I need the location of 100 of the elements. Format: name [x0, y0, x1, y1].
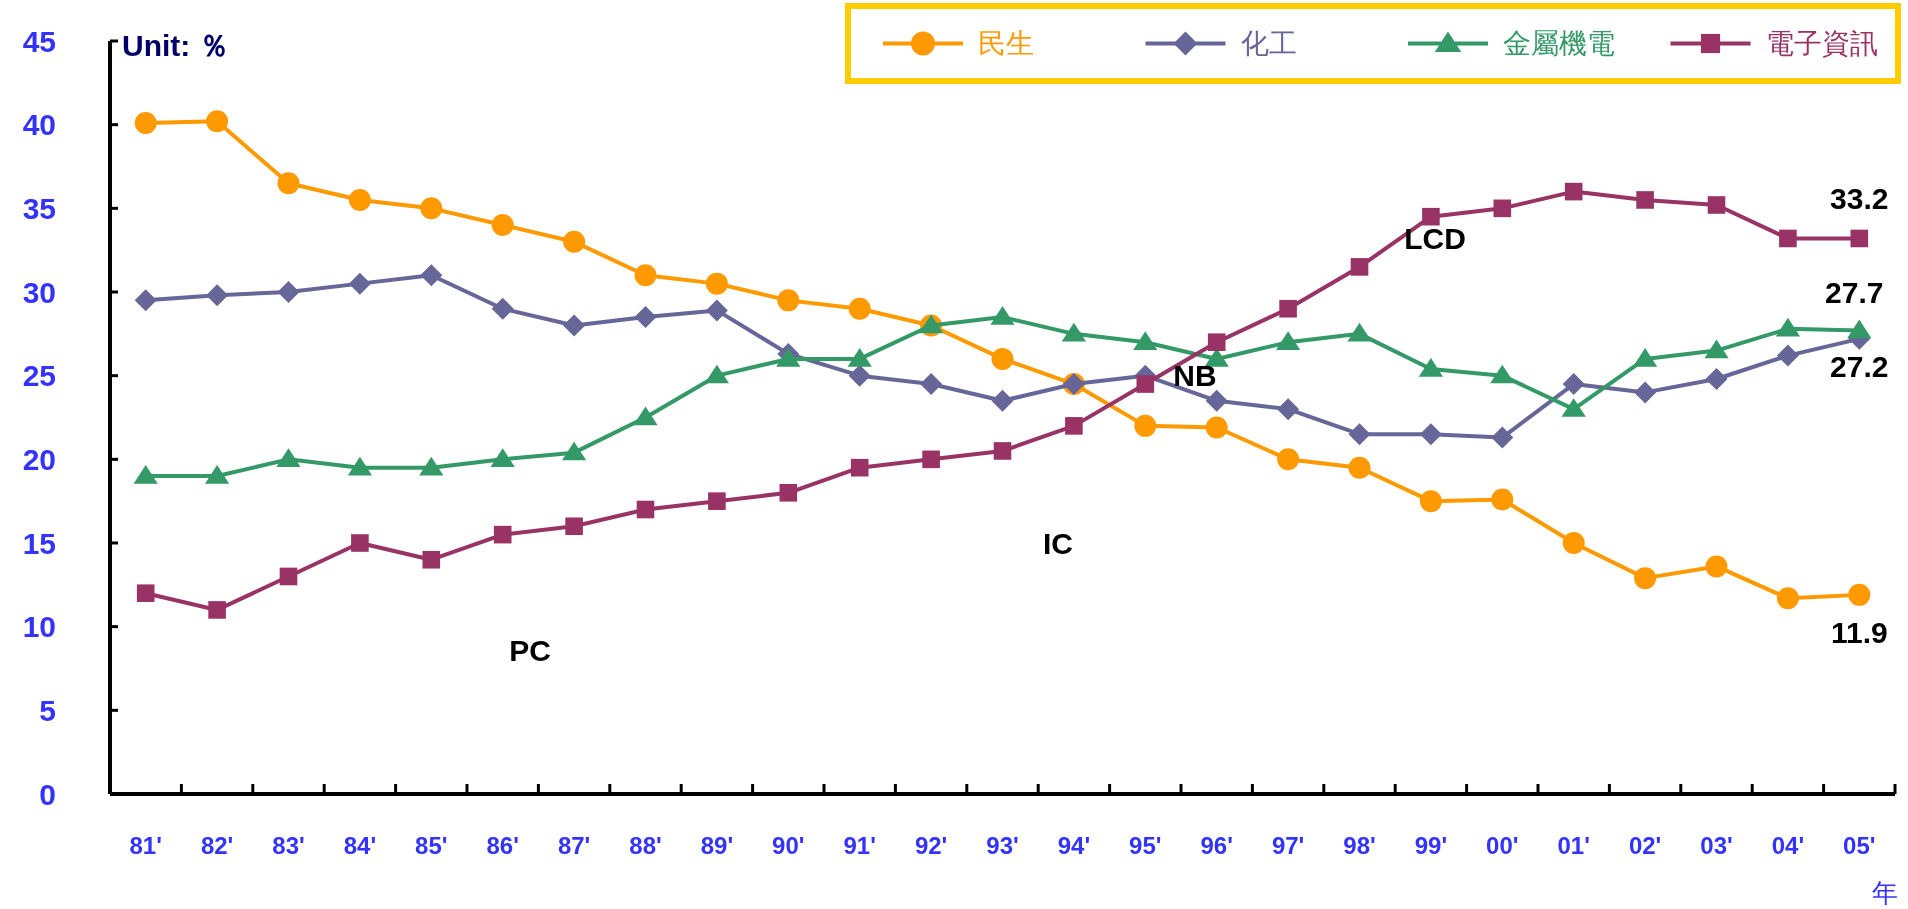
point — [136, 584, 155, 602]
point — [490, 448, 515, 468]
point — [1279, 299, 1297, 318]
x-tick-label: 01' — [1557, 831, 1590, 859]
point — [563, 230, 586, 253]
legend-label: 民生 — [978, 28, 1034, 59]
point — [1350, 258, 1369, 276]
point — [779, 484, 798, 502]
point — [848, 364, 871, 387]
point — [1134, 414, 1157, 437]
data-label: 11.9 — [1830, 616, 1888, 650]
x-tick-label: 82' — [200, 831, 234, 859]
point — [1704, 339, 1729, 359]
point — [705, 272, 728, 295]
point — [1847, 319, 1872, 339]
point — [1775, 317, 1800, 337]
x-tick-label: 91' — [843, 831, 876, 859]
point — [1776, 344, 1799, 367]
point — [847, 347, 872, 367]
point — [133, 465, 158, 484]
x-tick-label: 92' — [914, 831, 948, 859]
point — [1491, 488, 1514, 511]
point — [920, 373, 943, 396]
x-axis-title: 年 — [1872, 878, 1898, 908]
point — [206, 110, 229, 133]
point — [1061, 322, 1086, 342]
point — [850, 458, 869, 477]
point — [1065, 417, 1083, 435]
data-label: 33.2 — [1830, 181, 1889, 215]
data-label: 27.7 — [1825, 275, 1884, 309]
x-tick-label: 98' — [1343, 831, 1376, 859]
point — [419, 456, 444, 476]
annotation: Unit: ％ — [122, 28, 229, 62]
point — [991, 347, 1014, 370]
point — [1562, 373, 1585, 396]
point — [922, 450, 940, 469]
y-tick-label: 30 — [22, 275, 56, 309]
point — [206, 284, 229, 307]
point — [1418, 357, 1443, 377]
annotation: PC — [509, 633, 551, 667]
x-tick-label: 87' — [557, 831, 591, 859]
point — [1634, 567, 1657, 590]
point — [205, 465, 230, 484]
point — [277, 172, 300, 195]
point — [1564, 182, 1583, 201]
x-tick-label: 88' — [629, 831, 662, 859]
point — [1207, 333, 1226, 351]
annotation: IC — [1043, 526, 1073, 560]
point — [1348, 456, 1371, 479]
point — [1705, 555, 1728, 578]
point — [1490, 364, 1515, 384]
x-tick-label: 89' — [700, 831, 734, 859]
point — [1848, 583, 1871, 606]
point — [708, 492, 726, 510]
point — [1205, 416, 1228, 439]
annotation: LCD — [1404, 221, 1466, 255]
point — [348, 272, 371, 295]
x-tick-label: 85' — [415, 831, 448, 859]
point — [634, 306, 657, 329]
legend-label: 金屬機電 — [1503, 28, 1615, 59]
point — [1636, 191, 1654, 209]
point — [990, 306, 1015, 325]
point — [491, 214, 514, 237]
point — [563, 314, 586, 337]
point — [1133, 331, 1158, 350]
y-tick-label: 5 — [39, 693, 56, 727]
legend-label: 電子資訊 — [1765, 28, 1878, 59]
point — [634, 264, 657, 287]
point — [493, 525, 512, 544]
point — [1562, 532, 1585, 554]
x-tick-label: 05' — [1843, 831, 1876, 859]
point — [1419, 490, 1442, 513]
point — [422, 550, 441, 569]
point — [351, 534, 369, 552]
point — [420, 264, 443, 287]
point — [636, 500, 655, 519]
x-tick-label: 81' — [129, 831, 162, 859]
y-tick-label: 35 — [22, 191, 56, 225]
legend-label: 化工 — [1240, 28, 1297, 59]
point — [633, 406, 658, 426]
point — [993, 442, 1012, 460]
data-label: 27.2 — [1830, 350, 1889, 384]
x-tick-label: 84' — [343, 831, 377, 859]
point — [1493, 199, 1512, 218]
x-tick-label: 00' — [1486, 831, 1519, 859]
point — [134, 111, 157, 134]
x-tick-label: 86' — [486, 831, 519, 859]
point — [347, 456, 372, 476]
x-tick-label: 99' — [1414, 831, 1448, 859]
point — [1850, 229, 1869, 248]
point — [1348, 423, 1371, 446]
point — [1561, 398, 1586, 417]
annotation: NB — [1173, 358, 1217, 392]
point — [1705, 368, 1728, 391]
point — [1277, 398, 1300, 421]
point — [491, 297, 514, 320]
point — [1776, 587, 1799, 610]
y-tick-label: 15 — [22, 526, 56, 560]
x-tick-label: 02' — [1628, 831, 1662, 859]
x-tick-label: 95' — [1129, 831, 1162, 859]
